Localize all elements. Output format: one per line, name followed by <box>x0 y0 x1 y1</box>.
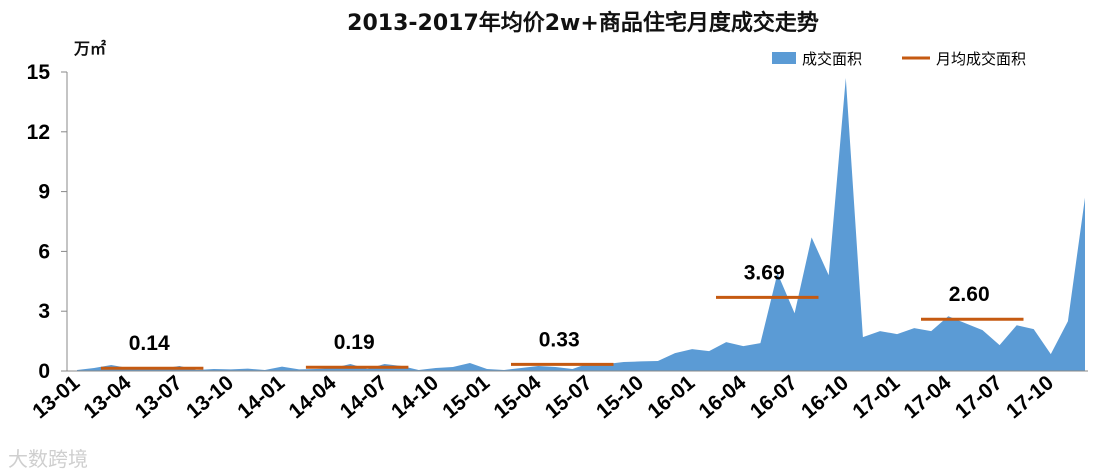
plot-area: 0.14 0.19 0.33 3.69 2.60 <box>77 78 1085 371</box>
y-tick-label: 15 <box>27 61 51 84</box>
x-tick-label: 13-01 <box>28 371 84 423</box>
watermark: 大数跨境 <box>8 447 88 471</box>
avg-label-2013: 0.14 <box>129 332 170 355</box>
x-tick-label: 16-07 <box>746 371 802 423</box>
y-tick-label: 12 <box>27 121 50 144</box>
x-tick-label: 15-10 <box>592 371 648 423</box>
x-tick-label: 14-04 <box>285 371 341 423</box>
y-axis-unit: 万㎡ <box>73 39 106 58</box>
x-tick-label: 17-04 <box>900 371 956 423</box>
legend: 成交面积 月均成交面积 <box>772 50 1026 68</box>
avg-label-2014: 0.19 <box>334 331 375 354</box>
x-tick-label: 17-01 <box>848 371 904 423</box>
x-tick-label: 13-07 <box>131 371 187 423</box>
x-tick-label: 14-07 <box>336 371 392 423</box>
y-tick-label: 9 <box>38 181 50 204</box>
legend-label-avg: 月均成交面积 <box>936 50 1026 68</box>
x-tick-label: 16-04 <box>695 371 751 423</box>
x-tick-label: 13-04 <box>80 371 136 423</box>
x-tick-label: 17-07 <box>951 371 1007 423</box>
legend-swatch-area <box>772 52 796 64</box>
x-tick-label: 15-04 <box>490 371 546 423</box>
chart-title: 2013-2017年均价2w+商品住宅月度成交走势 <box>347 10 819 36</box>
avg-label-2015: 0.33 <box>539 328 580 351</box>
x-tick-label: 17-10 <box>1002 371 1058 423</box>
series-area-chengjiao <box>77 78 1085 371</box>
x-tick-label: 16-10 <box>797 371 853 423</box>
x-tick-label: 15-01 <box>438 371 494 423</box>
x-tick-label: 15-07 <box>541 371 597 423</box>
x-tick-label: 14-10 <box>387 371 443 423</box>
legend-label-area: 成交面积 <box>802 50 862 68</box>
x-tick-label: 16-01 <box>643 371 699 423</box>
y-tick-label: 3 <box>38 300 50 323</box>
x-tick-label: 13-10 <box>182 371 238 423</box>
y-tick-label: 6 <box>38 240 50 263</box>
avg-label-2016: 3.69 <box>744 261 785 284</box>
avg-label-2017: 2.60 <box>949 283 990 306</box>
x-tick-label: 14-01 <box>233 371 289 423</box>
y-tick-label: 0 <box>38 360 50 383</box>
